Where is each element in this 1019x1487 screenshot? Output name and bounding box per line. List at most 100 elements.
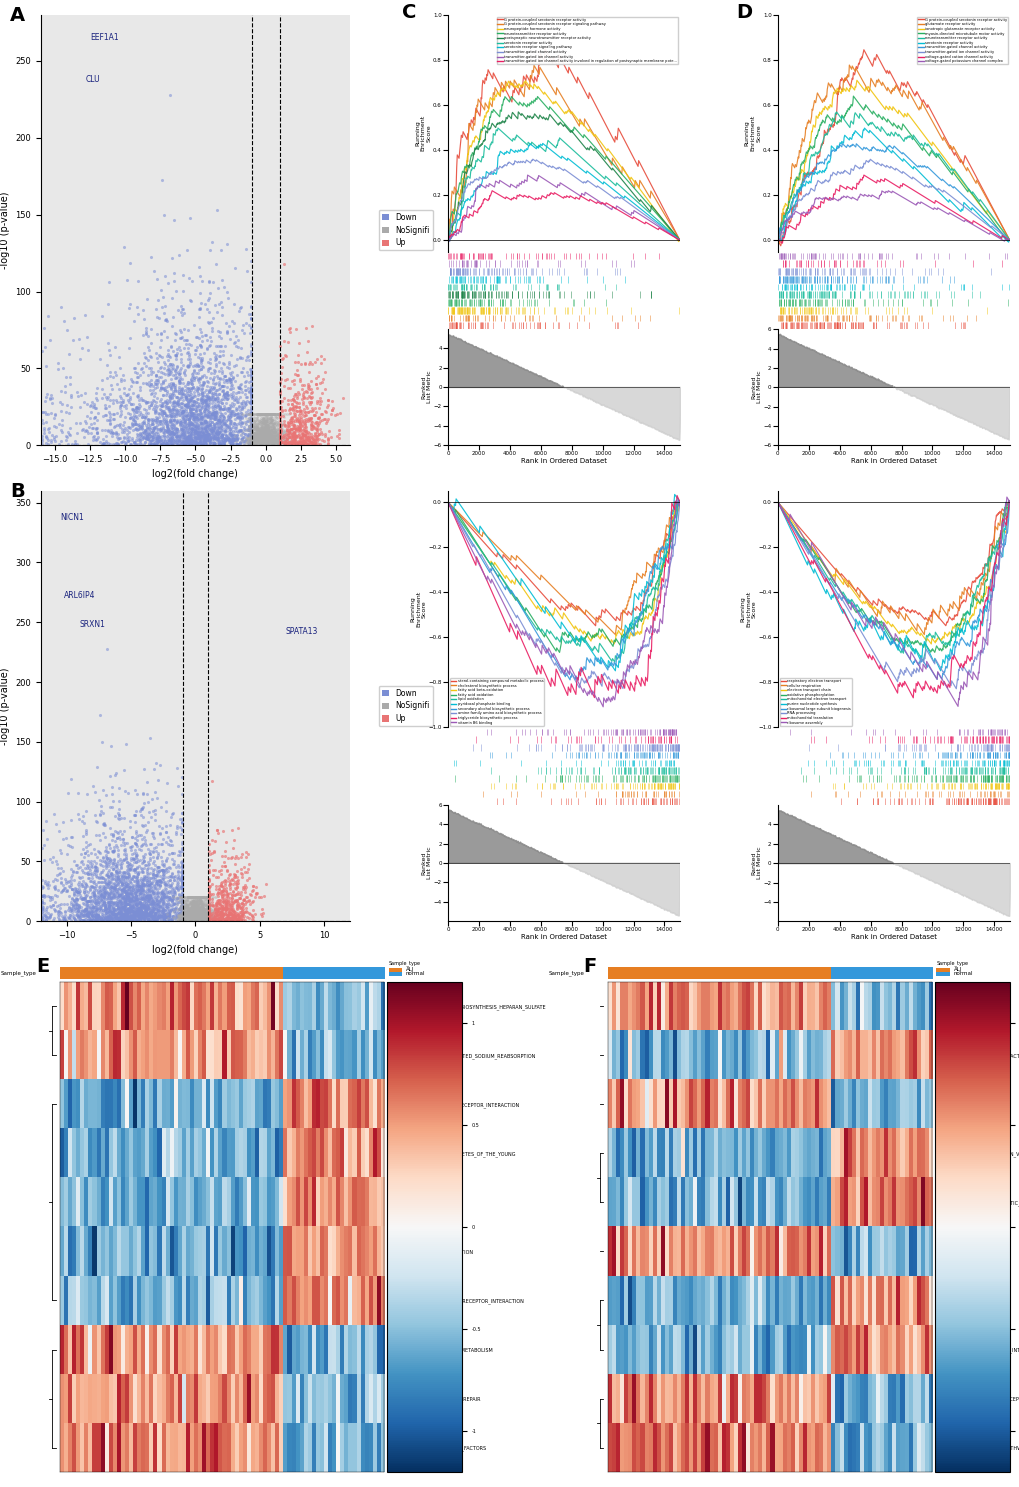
Point — [264, 407, 280, 431]
Point — [232, 909, 249, 932]
Point — [260, 430, 276, 454]
Point — [281, 419, 298, 443]
Point — [308, 400, 324, 424]
Point — [100, 904, 116, 928]
Point — [190, 345, 206, 369]
Point — [265, 427, 281, 451]
Point — [152, 390, 168, 413]
Point — [95, 865, 111, 889]
Point — [117, 861, 133, 885]
Point — [177, 403, 194, 427]
Point — [93, 794, 109, 818]
Point — [192, 898, 208, 922]
Point — [131, 882, 148, 906]
Point — [310, 390, 326, 413]
Point — [123, 909, 140, 932]
Point — [264, 430, 280, 454]
Point — [208, 422, 224, 446]
Point — [112, 886, 128, 910]
Point — [200, 288, 216, 312]
Point — [264, 407, 280, 431]
Point — [300, 400, 316, 424]
Point — [172, 889, 189, 913]
Point — [300, 427, 316, 451]
Point — [201, 858, 217, 882]
Point — [90, 880, 106, 904]
Point — [302, 406, 318, 430]
Point — [184, 891, 201, 915]
Point — [174, 909, 191, 932]
Point — [257, 428, 273, 452]
Point — [117, 393, 133, 416]
Point — [184, 907, 201, 931]
Point — [177, 894, 194, 917]
Point — [308, 415, 324, 439]
Point — [125, 900, 142, 923]
Point — [200, 397, 216, 421]
Point — [277, 343, 293, 367]
Point — [114, 882, 130, 906]
Point — [153, 321, 169, 345]
Point — [127, 360, 144, 384]
Point — [248, 422, 264, 446]
Point — [132, 803, 149, 827]
Point — [200, 909, 216, 932]
Point — [136, 889, 152, 913]
Point — [211, 370, 227, 394]
Point — [38, 431, 54, 455]
Point — [49, 906, 65, 929]
Point — [240, 433, 257, 457]
Y-axis label: Running
Enrichment
Score: Running Enrichment Score — [410, 590, 427, 628]
Point — [194, 903, 210, 926]
Point — [161, 904, 177, 928]
Point — [167, 428, 183, 452]
Point — [192, 885, 208, 909]
Point — [263, 427, 279, 451]
Point — [184, 909, 201, 932]
Point — [230, 846, 247, 870]
Point — [290, 407, 307, 431]
Point — [47, 428, 63, 452]
Point — [289, 424, 306, 448]
Point — [214, 870, 230, 894]
Point — [230, 396, 247, 419]
Point — [179, 427, 196, 451]
Point — [199, 886, 215, 910]
Point — [149, 424, 165, 448]
Point — [261, 430, 277, 454]
Point — [181, 909, 198, 932]
Point — [253, 431, 269, 455]
Point — [191, 909, 207, 932]
Point — [293, 378, 310, 401]
Point — [163, 804, 179, 828]
Point — [192, 906, 208, 929]
Point — [117, 880, 133, 904]
Point — [112, 883, 128, 907]
Point — [187, 901, 204, 925]
Point — [149, 369, 165, 393]
Point — [130, 876, 147, 900]
Point — [147, 906, 163, 929]
Point — [289, 384, 306, 407]
Point — [256, 430, 272, 454]
Point — [148, 428, 164, 452]
Point — [136, 351, 152, 375]
Point — [138, 320, 154, 343]
Point — [254, 431, 270, 455]
Point — [214, 409, 230, 433]
Point — [185, 312, 202, 336]
Point — [171, 381, 187, 404]
Point — [228, 415, 245, 439]
Point — [239, 425, 256, 449]
Point — [203, 311, 219, 335]
Point — [193, 410, 209, 434]
Point — [127, 901, 144, 925]
Point — [243, 248, 259, 272]
Point — [180, 891, 197, 915]
Point — [275, 431, 291, 455]
Point — [147, 891, 163, 915]
Point — [189, 909, 205, 932]
Point — [78, 879, 95, 903]
Point — [257, 430, 273, 454]
Point — [192, 903, 208, 926]
